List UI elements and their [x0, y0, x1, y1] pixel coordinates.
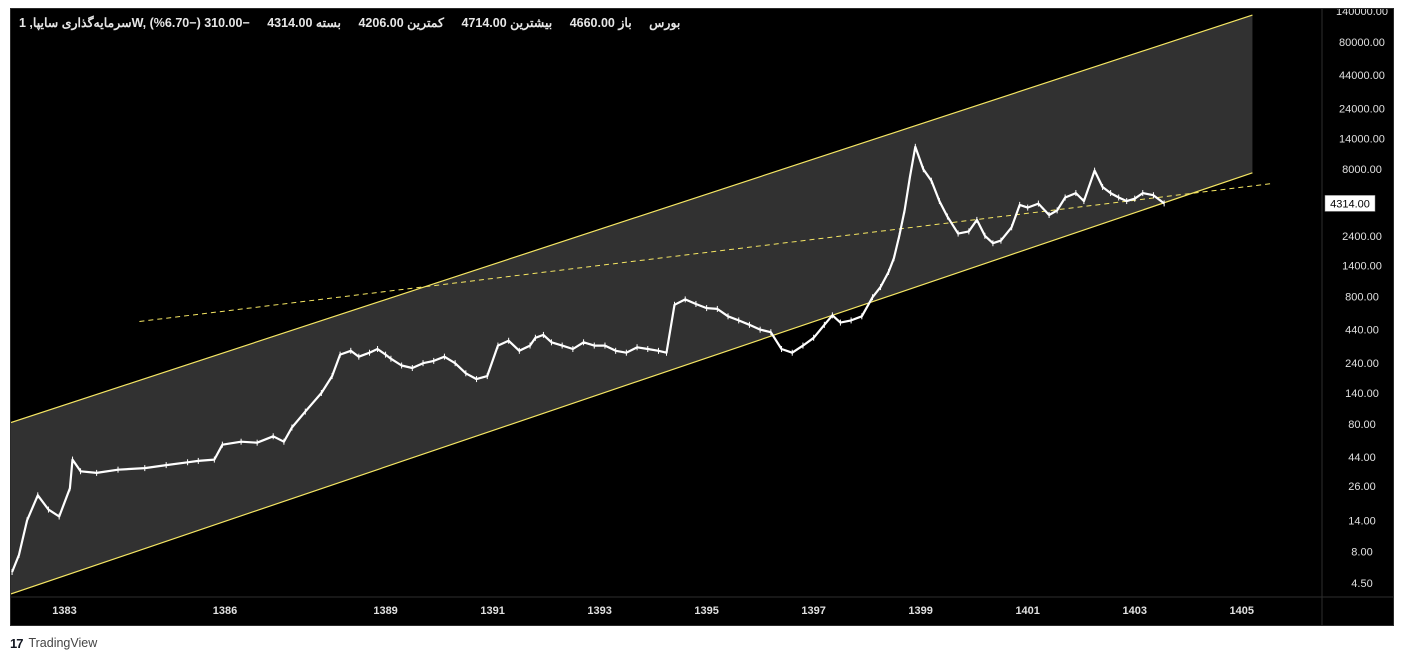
chart-legend: سرمایه‌گذاری سایپا, 1W, بورس باز 4660.00… [19, 15, 694, 30]
tradingview-logo-icon[interactable]: 17 [10, 635, 24, 651]
y-tick-label: 4.50 [1351, 578, 1372, 590]
y-tick-label: 240.00 [1345, 358, 1379, 370]
x-tick-label: 1397 [801, 605, 825, 617]
y-tick-label: 80.00 [1348, 419, 1376, 431]
y-tick-label: 8.00 [1351, 546, 1372, 558]
legend-high: بیشترین 4714.00 [461, 16, 553, 30]
y-tick-label: 26.00 [1348, 481, 1376, 493]
x-tick-label: 1393 [587, 605, 611, 617]
y-tick-label: 80000.00 [1339, 37, 1385, 49]
last-price-badge [1324, 195, 1376, 212]
x-tick-label: 1399 [908, 605, 932, 617]
y-tick-label: 1400.00 [1342, 261, 1382, 273]
channel-lower-line [11, 172, 1253, 595]
x-tick-label: 1389 [373, 605, 397, 617]
y-tick-label: 140.00 [1345, 388, 1379, 400]
y-tick-label: 8000.00 [1342, 164, 1382, 176]
y-tick-label: 24000.00 [1339, 103, 1385, 115]
x-tick-label: 1405 [1229, 605, 1253, 617]
y-tick-label: 2400.00 [1342, 231, 1382, 243]
y-tick-label: 800.00 [1345, 292, 1379, 304]
channel-upper-line [11, 14, 1253, 424]
y-tick-label: 14.00 [1348, 515, 1376, 527]
legend-symbol[interactable]: سرمایه‌گذاری سایپا, 1W, بورس [19, 16, 681, 30]
y-tick-label: 440.00 [1345, 325, 1379, 337]
legend-change: −310.00 (−6.70%) [149, 16, 250, 30]
y-tick-label: 140000.00 [1336, 9, 1388, 18]
legend-low: کمترین 4206.00 [358, 16, 444, 30]
y-tick-label: 14000.00 [1339, 133, 1385, 145]
footer: 17 TradingView [10, 635, 97, 651]
x-tick-label: 1395 [694, 605, 718, 617]
legend-close: بسته 4314.00 [267, 16, 341, 30]
x-tick-label: 1383 [52, 605, 76, 617]
x-tick-label: 1403 [1122, 605, 1146, 617]
y-tick-label: 44.00 [1348, 452, 1376, 464]
last-price-label: 4314.00 [1330, 198, 1370, 210]
regression-channel-fill [11, 15, 1253, 594]
legend-open: باز 4660.00 [569, 16, 632, 30]
price-line [11, 145, 1165, 573]
brand-name[interactable]: TradingView [28, 636, 98, 650]
trend-dashed-line [139, 182, 1274, 322]
x-tick-label: 1391 [480, 605, 504, 617]
chart-frame[interactable]: 140000.00 80000.00 44000.00 24000.00 14000.0… [10, 8, 1394, 626]
x-tick-label: 1401 [1015, 605, 1039, 617]
x-tick-label: 1386 [213, 605, 237, 617]
y-tick-label: 44000.00 [1339, 70, 1385, 82]
price-chart[interactable]: 140000.00 80000.00 44000.00 24000.00 14000.0… [11, 9, 1393, 625]
